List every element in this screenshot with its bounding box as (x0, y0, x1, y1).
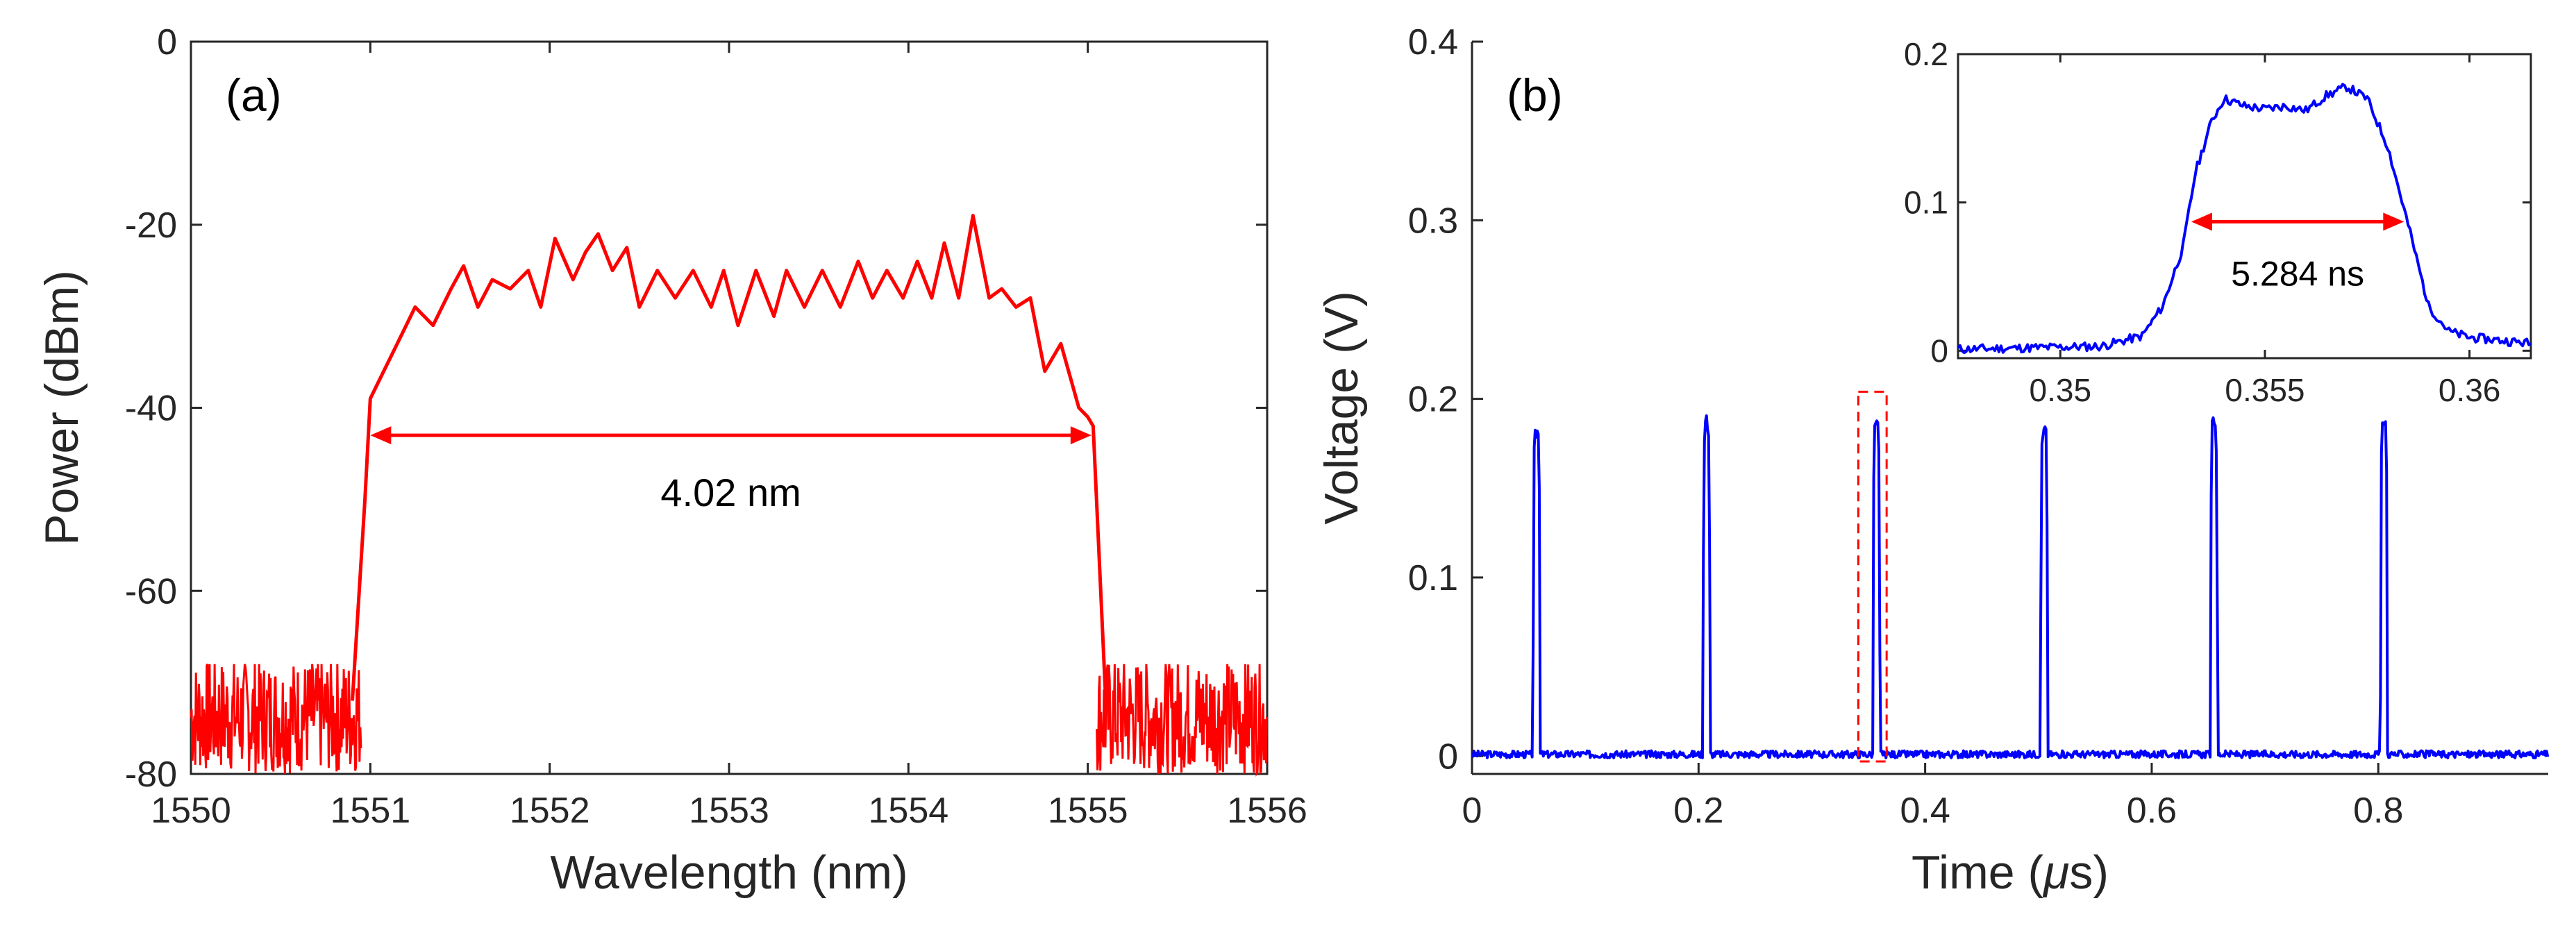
x-tick-label-b: 0 (1462, 791, 1482, 831)
highlight-box (1857, 390, 1888, 763)
xlabel-a: Wavelength (nm) (550, 846, 908, 899)
chart-a: 1550 1551 1552 1553 1554 1555 1556 0 -20 -40 -60 -8… (35, 22, 1307, 899)
width-arrow-a-head-right (1070, 426, 1092, 445)
y-tick-label-a: -80 (125, 755, 177, 795)
x-tick-label-a: 1550 (151, 791, 231, 831)
x-tick-label-b: 0.2 (1673, 791, 1723, 831)
y-tick-label-b: 0 (1438, 736, 1458, 777)
spectrum-line (351, 214, 1107, 701)
x-tick-label-a: 1552 (510, 791, 590, 831)
x-tick-label-b: 0.6 (2127, 791, 2177, 831)
noise-floor-line (190, 664, 362, 774)
x-tick-label-a: 1554 (868, 791, 948, 831)
x-tick-label-a: 1556 (1227, 791, 1307, 831)
xlabel-b-part: μ (2042, 846, 2069, 899)
y-tick-label-b: 0.3 (1408, 201, 1458, 241)
inset-x-tick-label: 0.35 (2030, 372, 2092, 408)
y-tick-label-a: -20 (125, 205, 177, 246)
y-tick-label-b: 0.4 (1408, 22, 1458, 62)
inset-pulse-line (1957, 83, 2532, 355)
y-tick-label-a: -60 (125, 571, 177, 612)
inset-chart: 0.35 0.355 0.36 0 0.1 0.2 5.284 ns (1904, 36, 2532, 408)
y-tick-label-b: 0.1 (1408, 558, 1458, 598)
panel-label-a: (a) (226, 69, 282, 121)
width-arrow-a-head-left (370, 426, 392, 445)
x-tick-label-b: 0.4 (1900, 791, 1950, 831)
inset-x-tick-label: 0.36 (2439, 372, 2501, 408)
inset-y-tick-label: 0.2 (1904, 36, 1948, 72)
y-tick-label-a: -40 (125, 389, 177, 429)
noise-floor-line (1096, 664, 1268, 777)
panel-label-b: (b) (1507, 69, 1563, 121)
x-tick-label-a: 1551 (330, 791, 410, 831)
inset-y-tick-label: 0.1 (1904, 185, 1948, 221)
x-tick-label-a: 1555 (1048, 791, 1128, 831)
inset-y-tick-label: 0 (1930, 332, 1948, 369)
ylabel-b: Voltage (V) (1315, 291, 1368, 524)
x-tick-label-a: 1553 (689, 791, 769, 831)
pulse-train-line (1471, 414, 2550, 759)
width-arrow-inset-head-right (2383, 212, 2404, 231)
x-tick-label-b: 0.8 (2353, 791, 2403, 831)
xlabel-b: Time (μs) (1912, 846, 2109, 899)
annotation-a: 4.02 nm (660, 471, 801, 514)
y-tick-label-b: 0.2 (1408, 380, 1458, 420)
inset-x-tick-label: 0.355 (2225, 372, 2305, 408)
width-arrow-inset-head-left (2191, 212, 2212, 231)
inset-plot-area (1957, 53, 2532, 360)
xlabel-b-part: Time ( (1912, 846, 2043, 899)
xlabel-b-part: s) (2069, 846, 2109, 899)
annotation-inset: 5.284 ns (2231, 254, 2364, 293)
y-tick-label-a: 0 (157, 22, 177, 62)
chart-b: 0 0.2 0.4 0.6 0.8 0 0.1 0.2 0.3 0.4 0.35 0.355 0.36… (1315, 22, 2550, 899)
ylabel-a: Power (dBm) (35, 270, 88, 546)
